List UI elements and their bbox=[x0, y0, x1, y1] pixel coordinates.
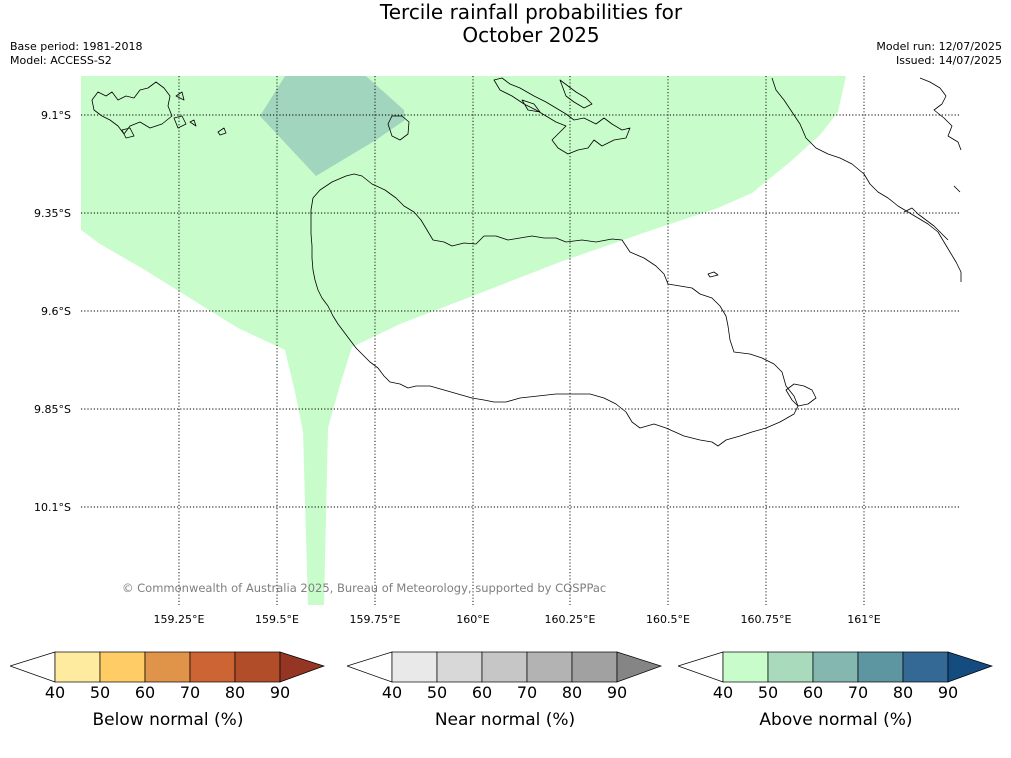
model-info: Base period: 1981-2018 Model: ACCESS-S2 bbox=[10, 40, 142, 68]
lon-label-159-5e: 159.5°E bbox=[255, 613, 299, 626]
lon-label-159-75e: 159.75°E bbox=[349, 613, 401, 626]
near-normal-tick-60: 60 bbox=[471, 683, 493, 702]
below-normal-colorbar: 40 50 60 70 80 90 Below normal (%) bbox=[10, 650, 326, 740]
model-run: Model run: 12/07/2025 bbox=[876, 40, 1002, 53]
title-line-1: Tercile rainfall probabilities for bbox=[379, 0, 683, 24]
below-normal-colorbar-swatches bbox=[10, 651, 326, 683]
lat-label-9-6s: 9.6°S bbox=[41, 305, 71, 318]
above-normal-swatch-3 bbox=[812, 651, 859, 683]
lon-label-161e: 161°E bbox=[847, 613, 881, 626]
below-normal-swatch-1 bbox=[54, 651, 101, 683]
below-normal-tick-70: 70 bbox=[179, 683, 201, 702]
near-normal-swatch-1 bbox=[391, 651, 438, 683]
above-normal-tick-40: 40 bbox=[712, 683, 734, 702]
above-normal-tick-70: 70 bbox=[847, 683, 869, 702]
near-normal-colorbar: 40 50 60 70 80 90 Near normal (%) bbox=[347, 650, 663, 740]
lon-label-160-25e: 160.25°E bbox=[544, 613, 596, 626]
near-normal-tick-90: 90 bbox=[606, 683, 628, 702]
lon-label-159-25e: 159.25°E bbox=[153, 613, 205, 626]
florida-islands bbox=[493, 77, 631, 155]
near-normal-tick-50: 50 bbox=[426, 683, 448, 702]
below-normal-tick-40: 40 bbox=[44, 683, 66, 702]
near-normal-swatch-6 bbox=[616, 651, 663, 683]
near-normal-tick-40: 40 bbox=[381, 683, 403, 702]
above-normal-tick-90: 90 bbox=[937, 683, 959, 702]
near-normal-tick-70: 70 bbox=[516, 683, 538, 702]
title-line-2: October 2025 bbox=[462, 23, 600, 47]
issued-date: Issued: 14/07/2025 bbox=[895, 54, 1002, 67]
above-normal-label: Above normal (%) bbox=[759, 710, 913, 730]
near-normal-swatch-0 bbox=[347, 651, 393, 683]
map-title: Tercile rainfall probabilities for Octob… bbox=[0, 1, 1011, 47]
probability-shading bbox=[81, 76, 846, 605]
below-normal-tick-90: 90 bbox=[269, 683, 291, 702]
below-normal-swatch-0 bbox=[10, 651, 56, 683]
above-normal-40-50-region bbox=[81, 76, 846, 605]
above-normal-colorbar-swatches bbox=[678, 651, 994, 683]
lat-label-9-85s: 9.85°S bbox=[34, 403, 71, 416]
lat-label-10-1s: 10.1°S bbox=[34, 501, 71, 514]
lon-label-160e: 160°E bbox=[456, 613, 490, 626]
east-islet bbox=[785, 383, 817, 407]
small-islet bbox=[707, 271, 719, 278]
copyright-notice: © Commonwealth of Australia 2025, Bureau… bbox=[122, 581, 606, 595]
above-normal-colorbar: 40 50 60 70 80 90 Above normal (%) bbox=[678, 650, 994, 740]
lon-label-160-5e: 160.5°E bbox=[646, 613, 690, 626]
above-normal-swatch-6 bbox=[947, 651, 994, 683]
probability-map: © Commonwealth of Australia 2025, Bureau… bbox=[81, 76, 962, 605]
model-name: Model: ACCESS-S2 bbox=[10, 54, 112, 67]
coastlines bbox=[91, 77, 962, 447]
near-normal-swatch-4 bbox=[526, 651, 573, 683]
near-normal-label: Near normal (%) bbox=[434, 710, 576, 730]
above-normal-swatch-4 bbox=[857, 651, 904, 683]
below-normal-label: Below normal (%) bbox=[92, 710, 244, 730]
near-normal-tick-80: 80 bbox=[561, 683, 583, 702]
lat-label-9-1s: 9.1°S bbox=[41, 109, 71, 122]
above-normal-tick-60: 60 bbox=[802, 683, 824, 702]
russell-islands bbox=[91, 81, 227, 139]
malaita-coastline bbox=[771, 77, 962, 282]
below-normal-swatch-5 bbox=[234, 651, 281, 683]
base-period: Base period: 1981-2018 bbox=[10, 40, 143, 53]
below-normal-swatch-2 bbox=[99, 651, 146, 683]
lon-label-160-75e: 160.75°E bbox=[740, 613, 792, 626]
lat-label-9-35s: 9.35°S bbox=[34, 207, 71, 220]
below-normal-tick-80: 80 bbox=[224, 683, 246, 702]
run-info: Model run: 12/07/2025 Issued: 14/07/2025 bbox=[876, 40, 1002, 68]
guadalcanal-coastline bbox=[310, 173, 799, 447]
above-normal-swatch-5 bbox=[902, 651, 949, 683]
near-normal-swatch-2 bbox=[436, 651, 483, 683]
below-normal-swatch-3 bbox=[144, 651, 191, 683]
below-normal-tick-50: 50 bbox=[89, 683, 111, 702]
below-normal-swatch-4 bbox=[189, 651, 236, 683]
above-normal-swatch-0 bbox=[678, 651, 724, 683]
near-normal-swatch-3 bbox=[481, 651, 528, 683]
near-normal-swatch-5 bbox=[571, 651, 618, 683]
above-normal-tick-50: 50 bbox=[757, 683, 779, 702]
graticule bbox=[81, 76, 961, 605]
above-normal-50-60-region bbox=[260, 76, 405, 176]
near-normal-colorbar-swatches bbox=[347, 651, 663, 683]
below-normal-swatch-6 bbox=[279, 651, 326, 683]
above-normal-tick-80: 80 bbox=[892, 683, 914, 702]
below-normal-tick-60: 60 bbox=[134, 683, 156, 702]
above-normal-swatch-1 bbox=[722, 651, 769, 683]
savo-island bbox=[387, 115, 410, 141]
above-normal-swatch-2 bbox=[767, 651, 814, 683]
